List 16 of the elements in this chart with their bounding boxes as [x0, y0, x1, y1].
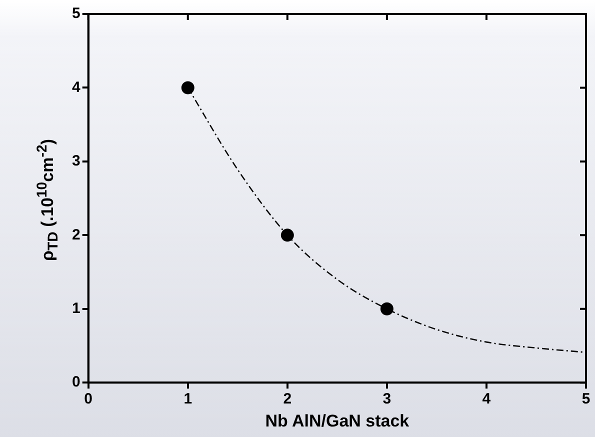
x-tick-label: 0 — [84, 390, 93, 408]
x-tick-label: 3 — [382, 390, 392, 408]
point — [280, 228, 294, 242]
x-tick-label: 5 — [582, 390, 590, 408]
x-tick-label: 4 — [482, 390, 492, 408]
point — [181, 81, 194, 94]
x-tick-label: 2 — [283, 390, 292, 408]
x-tick-label: 1 — [184, 390, 192, 408]
y-tick-label: 4 — [72, 78, 81, 96]
point — [380, 302, 394, 316]
x-axis-title: Nb AlN/GaN stack — [265, 411, 410, 430]
y-tick-label: 2 — [72, 226, 80, 244]
y-tick-label: 0 — [72, 374, 80, 391]
y-tick-label: 5 — [72, 5, 80, 22]
y-tick-label: 1 — [72, 300, 80, 318]
y-tick-label: 3 — [72, 152, 80, 170]
